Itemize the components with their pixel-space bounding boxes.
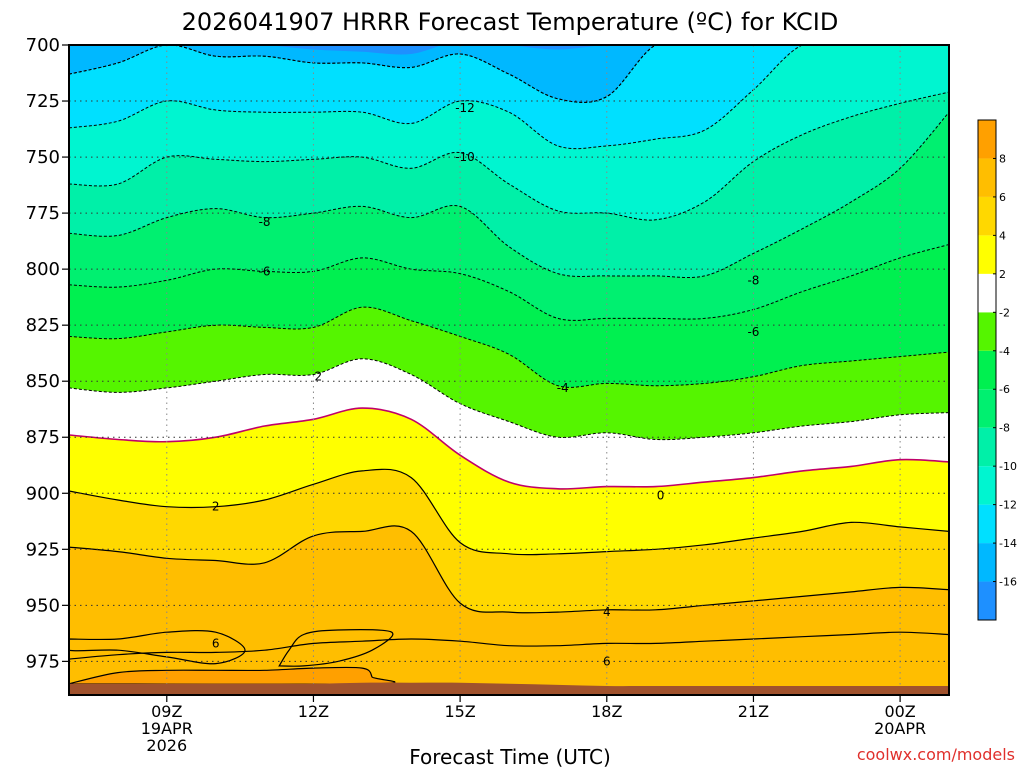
- colorbar-legend: -16 -14 -12 -10 -8 -6 -4 -2 2 4 6 8: [977, 119, 1017, 621]
- x-axis-label: Forecast Time (UTC): [409, 745, 611, 768]
- colorbar-swatch: [978, 389, 996, 428]
- y-tick-label: 775: [26, 203, 60, 224]
- temperature-bands: [69, 45, 949, 695]
- y-tick-label: 975: [26, 651, 60, 672]
- isotherm-0: [69, 407, 949, 490]
- plot-frame: [68, 44, 950, 696]
- colorbar-swatch: [978, 312, 996, 351]
- colorbar-swatch: [978, 427, 996, 467]
- x-tick-label: 21Z: [738, 702, 769, 721]
- x-tick-label: 20APR: [874, 719, 926, 738]
- colorbar-label: -4: [999, 345, 1010, 358]
- y-axis: 700 725 750 775 800 825 850 875 900 925 950 975: [26, 35, 69, 672]
- colorbar-frame: [977, 119, 997, 621]
- y-tick-label: 875: [26, 427, 60, 448]
- isotherm-label: -12: [455, 101, 475, 115]
- x-tick-label: 12Z: [298, 702, 329, 721]
- colorbar-swatch: [978, 196, 996, 236]
- colorbar-swatch: [978, 235, 996, 274]
- isotherm-label: -6: [259, 264, 271, 278]
- isotherm-label: -10: [455, 150, 475, 164]
- y-tick-label: 800: [26, 259, 60, 280]
- colorbar-label: 8: [999, 152, 1006, 165]
- isotherm-labels: -12 -10 -8 -8 -6 -6 2 -4 0 2 4 6 6: [212, 101, 760, 669]
- y-tick-label: 725: [26, 91, 60, 112]
- isotherm-label: -8: [747, 273, 759, 287]
- colorbar-swatch: [978, 158, 996, 197]
- isotherm--8: [69, 111, 949, 279]
- y-tick-label: 925: [26, 539, 60, 560]
- x-tick-label: 2026: [146, 736, 187, 755]
- plot-area: [69, 45, 949, 695]
- colorbar-label: -2: [999, 306, 1010, 319]
- isotherm--2: [69, 358, 949, 441]
- colorbar-label: -8: [999, 422, 1010, 435]
- colorbar-label: -10: [999, 460, 1017, 473]
- chart-title: 2026041907 HRRR Forecast Temperature (ºC…: [182, 8, 839, 36]
- y-tick-label: 900: [26, 483, 60, 504]
- isotherm--4: [69, 306, 949, 388]
- isotherm-lines: [69, 45, 949, 660]
- isotherm-label: 4: [603, 605, 611, 619]
- x-tick-label: 00Z: [884, 702, 915, 721]
- colorbar-label: 6: [999, 191, 1006, 204]
- isotherm-label: 6: [212, 636, 220, 650]
- isotherm-label: -6: [747, 325, 759, 339]
- isotherm-label: 2: [212, 500, 220, 514]
- x-tick-label: 19APR: [141, 719, 193, 738]
- isotherm-minus14: [69, 45, 949, 103]
- x-tick-label: 15Z: [444, 702, 475, 721]
- isotherm--10: [69, 91, 949, 221]
- ground-surface: [69, 682, 949, 695]
- colorbar-label: -14: [999, 537, 1017, 550]
- credit-link[interactable]: coolwx.com/models: [857, 745, 1015, 764]
- y-tick-label: 750: [26, 147, 60, 168]
- colorbar-label: -12: [999, 499, 1017, 512]
- colorbar-swatch: [978, 120, 996, 159]
- x-tick-label: 09Z: [151, 702, 182, 721]
- isotherm-label: -4: [557, 381, 569, 395]
- isotherm-label: 6: [603, 654, 611, 668]
- isotherm-2: [69, 468, 949, 556]
- colorbar-label: -6: [999, 383, 1010, 396]
- warm-pocket-6: [69, 630, 246, 665]
- isotherm-label: -8: [259, 215, 271, 229]
- y-tick-label: 700: [26, 35, 60, 56]
- colorbar-swatch: [978, 581, 996, 620]
- warm-pockets: [69, 629, 396, 685]
- y-tick-label: 825: [26, 315, 60, 336]
- colorbar-swatch: [978, 273, 996, 313]
- colorbar-swatch: [978, 350, 996, 390]
- warm-pocket-6: [278, 629, 394, 667]
- colorbar-swatch: [978, 543, 996, 582]
- y-tick-label: 850: [26, 371, 60, 392]
- isotherm-label: 0: [657, 489, 665, 503]
- grid-lines: [69, 45, 949, 695]
- y-tick-label: 950: [26, 595, 60, 616]
- x-tick-label: 18Z: [591, 702, 622, 721]
- isotherm-6: [69, 631, 949, 660]
- colorbar-label: -16: [999, 576, 1017, 589]
- colorbar-swatch: [978, 504, 996, 544]
- colorbar-label: 2: [999, 268, 1006, 281]
- colorbar-label: 4: [999, 229, 1006, 242]
- isotherm-4: [69, 525, 949, 614]
- isotherm-label: 2: [315, 370, 323, 384]
- colorbar-swatch: [978, 466, 996, 505]
